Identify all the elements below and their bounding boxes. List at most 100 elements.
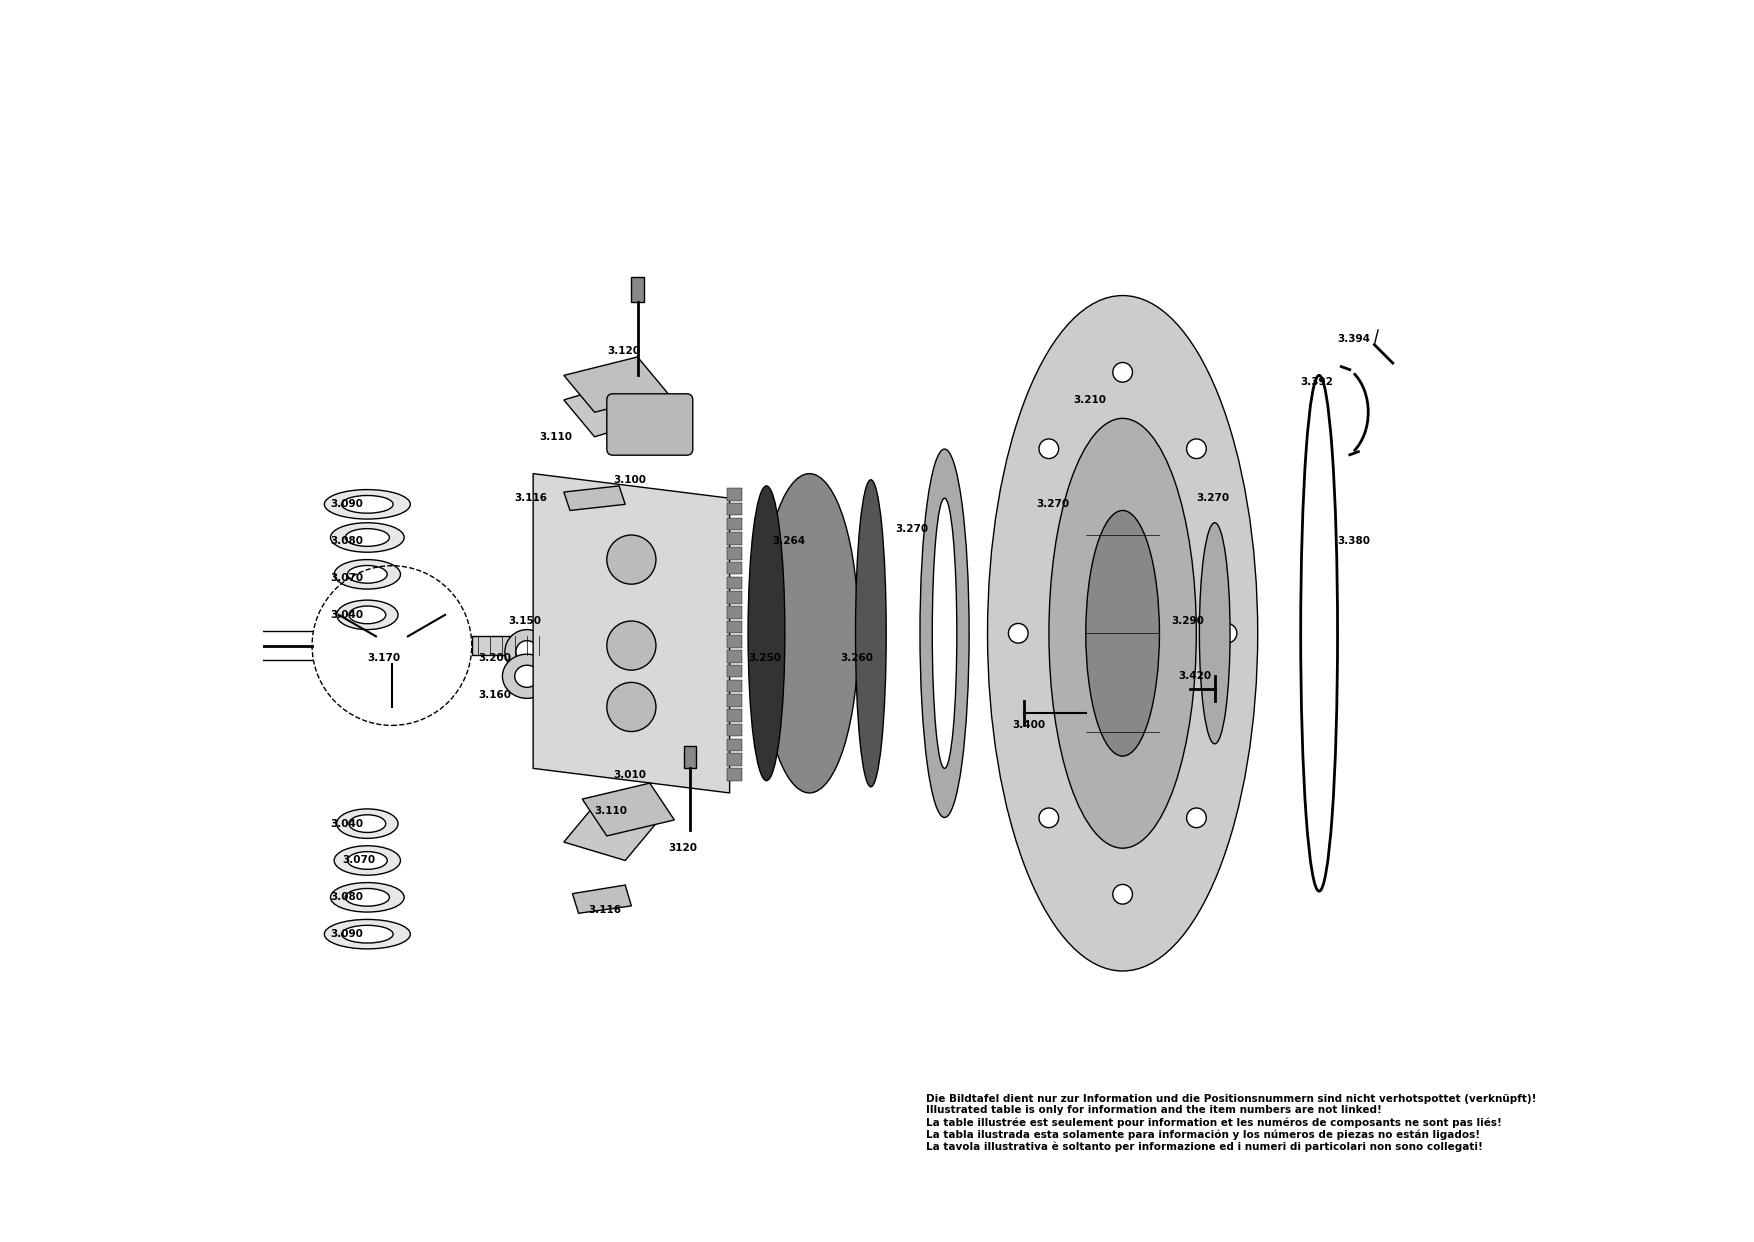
- Bar: [728, 768, 742, 781]
- Ellipse shape: [514, 666, 538, 687]
- Ellipse shape: [988, 296, 1258, 971]
- Ellipse shape: [607, 621, 656, 671]
- Polygon shape: [533, 473, 730, 792]
- Bar: [728, 533, 742, 545]
- Bar: [728, 576, 742, 589]
- Ellipse shape: [337, 600, 398, 630]
- Text: 3.260: 3.260: [840, 653, 873, 663]
- Text: 3.270: 3.270: [1037, 499, 1070, 509]
- Bar: [728, 739, 742, 751]
- Ellipse shape: [747, 486, 784, 781]
- Bar: [728, 709, 742, 722]
- Circle shape: [1038, 809, 1059, 827]
- Circle shape: [1112, 884, 1133, 904]
- Polygon shape: [572, 886, 631, 913]
- Ellipse shape: [1200, 523, 1230, 744]
- Ellipse shape: [607, 535, 656, 584]
- Bar: [728, 488, 742, 501]
- Text: 3.270: 3.270: [896, 524, 928, 534]
- Circle shape: [1217, 623, 1237, 643]
- Ellipse shape: [856, 479, 886, 786]
- Ellipse shape: [921, 450, 970, 817]
- Ellipse shape: [324, 489, 410, 519]
- Circle shape: [1112, 363, 1133, 383]
- Text: 3.160: 3.160: [477, 689, 510, 699]
- Polygon shape: [563, 486, 624, 510]
- Text: 3.110: 3.110: [538, 432, 572, 442]
- Ellipse shape: [342, 925, 393, 943]
- Ellipse shape: [324, 919, 410, 949]
- Ellipse shape: [346, 888, 389, 907]
- Text: 3.380: 3.380: [1338, 537, 1370, 546]
- Ellipse shape: [330, 883, 403, 912]
- Ellipse shape: [502, 655, 551, 698]
- Bar: [728, 636, 742, 648]
- Text: 3.116: 3.116: [514, 493, 547, 503]
- Ellipse shape: [1086, 510, 1159, 756]
- Text: 3.200: 3.200: [477, 653, 510, 663]
- Ellipse shape: [759, 473, 858, 792]
- Polygon shape: [563, 381, 656, 437]
- Ellipse shape: [349, 815, 386, 832]
- Bar: [728, 606, 742, 619]
- Ellipse shape: [335, 846, 400, 876]
- Ellipse shape: [335, 560, 400, 589]
- Text: 3.150: 3.150: [509, 616, 542, 626]
- Text: 3.100: 3.100: [612, 474, 645, 484]
- Text: 3.090: 3.090: [330, 499, 363, 509]
- Bar: [728, 503, 742, 515]
- Bar: [728, 546, 742, 560]
- FancyBboxPatch shape: [607, 394, 693, 456]
- Text: 3.070: 3.070: [330, 573, 363, 582]
- Ellipse shape: [342, 496, 393, 513]
- Bar: [631, 277, 644, 302]
- Ellipse shape: [347, 565, 388, 584]
- Text: 3.080: 3.080: [330, 892, 363, 903]
- Circle shape: [1038, 438, 1059, 458]
- Text: 3.264: 3.264: [772, 537, 805, 546]
- Text: 3.040: 3.040: [330, 818, 363, 828]
- Text: 3.120: 3.120: [607, 345, 640, 355]
- Text: 3.392: 3.392: [1301, 376, 1333, 386]
- Ellipse shape: [505, 630, 549, 674]
- Ellipse shape: [349, 606, 386, 623]
- Circle shape: [1009, 623, 1028, 643]
- Bar: [684, 746, 696, 769]
- Ellipse shape: [1049, 419, 1196, 848]
- Text: 3.040: 3.040: [330, 610, 363, 620]
- Ellipse shape: [330, 523, 403, 553]
- Text: 3.080: 3.080: [330, 537, 363, 546]
- Ellipse shape: [516, 641, 538, 663]
- Bar: [472, 636, 545, 655]
- Text: 3.400: 3.400: [1012, 720, 1045, 730]
- Text: 3.210: 3.210: [1073, 395, 1107, 405]
- Ellipse shape: [933, 498, 958, 769]
- Bar: [728, 591, 742, 604]
- Text: 3.090: 3.090: [330, 929, 363, 939]
- Bar: [728, 664, 742, 677]
- Bar: [728, 754, 742, 766]
- Ellipse shape: [337, 809, 398, 838]
- Bar: [728, 518, 742, 530]
- Polygon shape: [582, 784, 674, 836]
- Text: 3120: 3120: [668, 843, 698, 853]
- Bar: [728, 621, 742, 633]
- Text: 3.170: 3.170: [367, 653, 400, 663]
- Text: 3.110: 3.110: [595, 806, 628, 816]
- Text: 3.420: 3.420: [1179, 671, 1210, 682]
- Ellipse shape: [346, 529, 389, 546]
- Bar: [728, 679, 742, 692]
- Text: 3.394: 3.394: [1338, 334, 1370, 344]
- Bar: [728, 694, 742, 707]
- Circle shape: [1187, 809, 1207, 827]
- Ellipse shape: [347, 852, 388, 869]
- Text: 3.290: 3.290: [1172, 616, 1205, 626]
- Text: 3.250: 3.250: [747, 653, 781, 663]
- Text: 3.010: 3.010: [612, 770, 645, 780]
- Text: 3.270: 3.270: [1196, 493, 1230, 503]
- Polygon shape: [563, 356, 668, 412]
- Text: 3.116: 3.116: [588, 904, 621, 914]
- Bar: [728, 651, 742, 663]
- Ellipse shape: [607, 682, 656, 732]
- Polygon shape: [563, 805, 656, 861]
